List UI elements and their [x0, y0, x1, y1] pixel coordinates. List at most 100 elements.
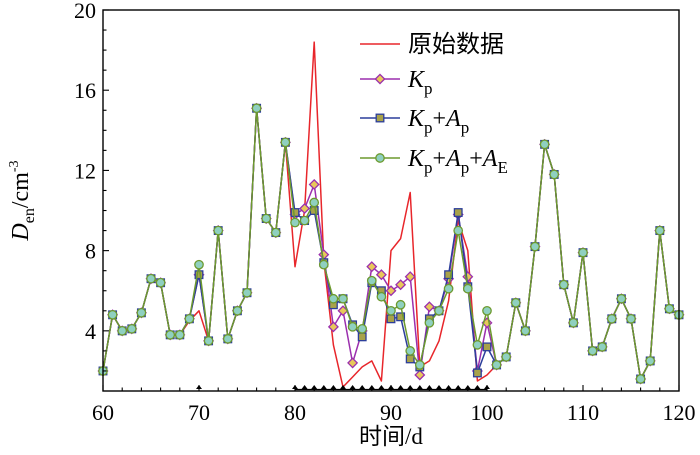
series-line-Kp [102, 107, 680, 380]
data-point-Kp+Ap+AE-114 [616, 293, 627, 304]
event-marker-70 [196, 385, 202, 389]
y-axis-title: Den/cm-3 [7, 160, 38, 241]
data-point-Kp+Ap+AE-104 [520, 325, 531, 336]
event-marker-93 [416, 385, 423, 389]
data-point-Kp+Ap+AE-76 [251, 103, 262, 114]
legend-label-原始数据: 原始数据 [408, 31, 504, 58]
y-tick-label-8: 8 [85, 239, 96, 264]
data-point-Kp+Ap+AE-101 [491, 360, 502, 370]
data-point-Kp+Ap-96 [444, 270, 454, 280]
x-axis-title: 时间/d [359, 424, 423, 449]
x-tick-label-110: 110 [567, 400, 599, 425]
legend-marker-Kp+Ap [375, 113, 385, 123]
data-point-Kp+Ap+AE-113 [606, 313, 617, 324]
event-marker-91 [397, 385, 404, 389]
data-point-Kp-89 [375, 269, 387, 281]
y-axis-title-main: D [8, 223, 34, 241]
event-marker-84 [330, 385, 337, 389]
data-point-Kp+Ap+AE-64 [136, 307, 147, 318]
legend-symbol: A [444, 106, 461, 132]
event-markers [196, 385, 490, 391]
event-marker-82 [311, 385, 318, 389]
data-point-Kp+Ap+AE-65 [146, 273, 156, 284]
legend-symbol: K [407, 146, 426, 172]
data-point-Kp+Ap+AE-99 [472, 340, 483, 350]
legend-symbol: K [407, 67, 426, 93]
y-tick-label-20: 20 [74, 0, 96, 23]
event-marker-80 [292, 385, 298, 389]
y-axis-title-sup: -3 [7, 160, 22, 172]
legend-subscript: p [424, 158, 433, 177]
data-point-Kp+Ap-70 [194, 270, 204, 280]
data-point-Kp-94 [423, 301, 435, 313]
data-point-Kp+Ap+AE-103 [510, 297, 521, 308]
event-marker-99 [474, 385, 481, 389]
legend-subscript: E [497, 158, 507, 177]
data-point-Kp+Ap+AE-82 [309, 197, 320, 208]
data-point-Kp+Ap+AE-119 [664, 303, 675, 314]
data-point-Kp+Ap+AE-70 [194, 259, 204, 270]
data-point-Kp+Ap+AE-66 [155, 277, 166, 288]
data-point-Kp+Ap+AE-108 [558, 279, 569, 290]
data-point-Kp+Ap+AE-90 [386, 305, 396, 316]
legend-marker-Kp [374, 73, 386, 85]
x-tick-label-70: 70 [188, 400, 210, 425]
data-point-Kp+Ap+AE-88 [366, 275, 377, 286]
event-marker-86 [349, 385, 356, 389]
data-point-Kp+Ap-87 [357, 332, 367, 342]
event-marker-88 [368, 385, 375, 389]
legend-symbol: A [481, 146, 498, 172]
y-tick-label-16: 16 [74, 78, 96, 103]
data-point-Kp+Ap+AE-100 [482, 305, 492, 316]
legend-plus: + [433, 106, 447, 132]
event-marker-100 [484, 385, 490, 389]
data-point-Kp+Ap+AE-116 [635, 374, 646, 384]
legend-entry-Kp+Ap: Kp+Ap [360, 106, 469, 137]
data-point-Kp+Ap+AE-73 [222, 334, 233, 344]
data-point-Kp+Ap+AE-67 [165, 330, 176, 340]
x-tick-label-120: 120 [663, 400, 696, 425]
x-tick-label-80: 80 [284, 400, 306, 425]
data-point-Kp+Ap+AE-68 [174, 330, 185, 340]
data-point-Kp-88 [366, 261, 378, 273]
data-point-Kp-91 [395, 279, 407, 291]
data-point-Kp+Ap-99 [472, 368, 482, 378]
data-point-Kp+Ap+AE-79 [280, 137, 291, 148]
legend-entry-原始数据: 原始数据 [360, 31, 504, 58]
x-tick-label-60: 60 [92, 400, 114, 425]
data-point-Kp+Ap+AE-63 [126, 323, 137, 334]
legend-subscript: p [424, 79, 433, 98]
event-marker-81 [301, 385, 308, 389]
data-point-Kp+Ap+AE-84 [328, 293, 339, 304]
event-marker-96 [445, 385, 452, 389]
data-point-Kp+Ap+AE-92 [405, 346, 416, 356]
data-point-Kp+Ap-80 [290, 208, 300, 217]
data-point-Kp-84 [327, 321, 339, 333]
event-marker-94 [426, 385, 433, 389]
data-point-Kp+Ap+AE-87 [357, 323, 368, 334]
data-point-Kp+Ap+AE-78 [270, 227, 281, 238]
data-point-Kp+Ap+AE-83 [318, 259, 329, 270]
data-point-Kp+Ap-100 [482, 342, 492, 352]
data-point-Kp+Ap+AE-97 [453, 225, 464, 236]
series-line-Kp+Ap [102, 107, 680, 380]
data-point-Kp-82 [308, 178, 320, 190]
data-point-Kp+Ap+AE-107 [549, 169, 560, 180]
data-point-Kp-90 [385, 285, 397, 297]
event-marker-95 [436, 385, 442, 389]
legend-symbol: K [407, 106, 426, 132]
legend-marker-Kp+Ap+AE [375, 153, 385, 163]
x-tick-label-100: 100 [471, 400, 504, 425]
plot-frame [102, 9, 680, 392]
data-point-Kp+Ap-92 [405, 354, 415, 364]
data-point-Kp+Ap+AE-71 [203, 336, 214, 346]
series-line-Kp+Ap+AE [102, 107, 680, 380]
series-Kp [97, 102, 685, 385]
data-point-Kp+Ap+AE-75 [242, 287, 252, 298]
data-point-Kp-81 [299, 203, 311, 215]
data-point-Kp+Ap+AE-91 [395, 299, 406, 310]
x-tick-label-90: 90 [380, 400, 402, 425]
